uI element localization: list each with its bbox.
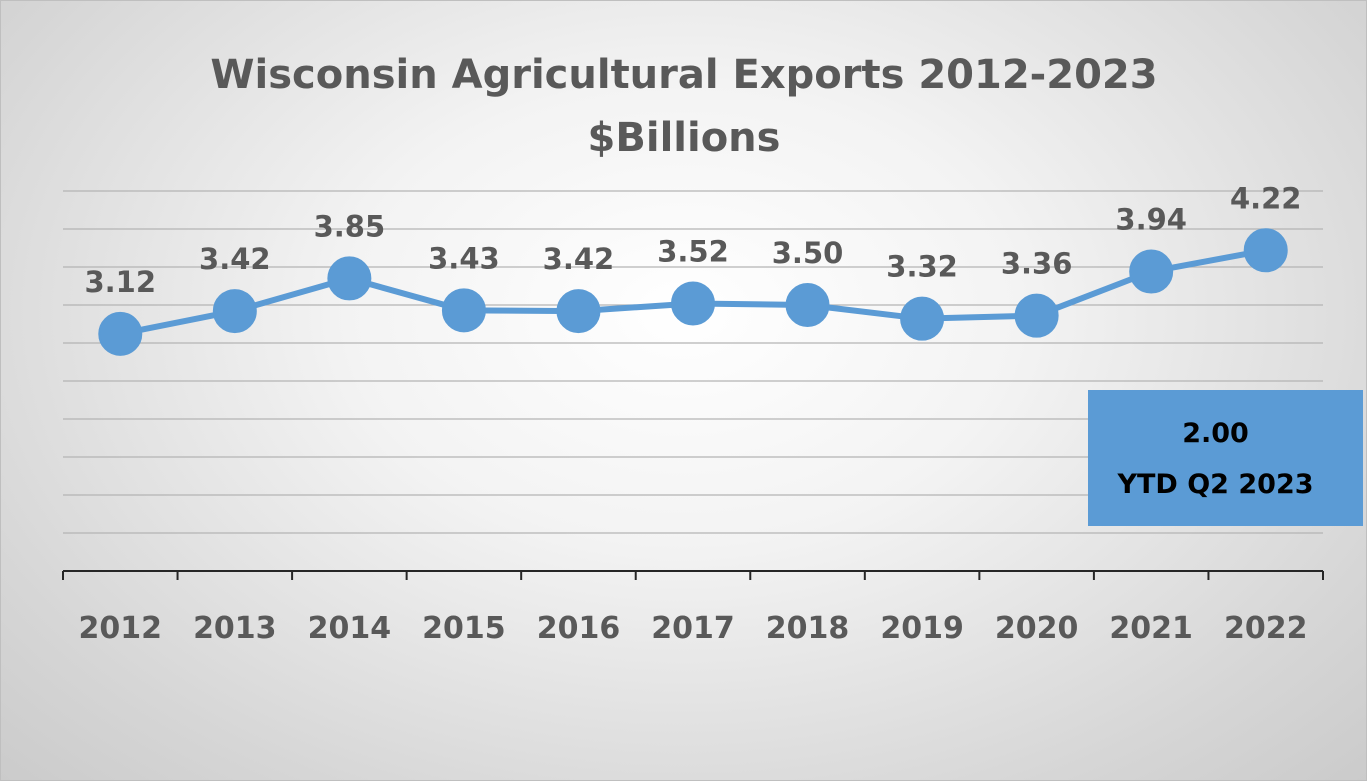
chart-title: Wisconsin Agricultural Exports 2012-2023 [210,52,1157,98]
data-label: 3.42 [543,242,615,276]
x-tick-label: 2012 [79,611,163,646]
callout-label: YTD Q2 2023 [1116,469,1313,500]
data-label: 3.85 [314,209,386,243]
data-label: 3.12 [84,265,156,299]
data-point [1014,293,1059,338]
data-label: 3.94 [1115,203,1187,237]
data-label: 3.36 [1001,247,1073,281]
callout-value: 2.00 [1182,418,1249,449]
x-tick-label: 2015 [422,611,506,646]
data-point [1129,249,1174,294]
x-tick-label: 2019 [880,611,964,646]
data-label: 3.50 [772,236,844,270]
data-point [556,289,601,334]
data-label: 3.42 [199,242,271,276]
data-point [671,281,715,326]
data-point [98,311,143,356]
x-tick-label: 2016 [537,611,621,646]
data-point [1243,228,1288,273]
data-point [785,283,830,327]
x-tick-label: 2021 [1109,611,1193,646]
ytd-callout: 2.00 YTD Q2 2023 [1088,390,1363,526]
callout-box [1088,390,1363,526]
gridlines [63,190,1323,534]
x-axis [62,570,1324,580]
x-tick-labels: 2012 2013 2014 2015 2016 2017 2018 2019 2020 2021… [79,611,1308,646]
data-point [327,256,372,301]
data-labels: 3.12 3.42 3.85 3.43 3.42 3.52 3.50 3.32 3.36 3.94… [84,181,1301,299]
x-tick-label: 2014 [308,611,392,646]
chart-subtitle: $Billions [588,115,781,161]
x-tick-label: 2022 [1224,611,1308,646]
data-label: 4.22 [1230,181,1302,215]
data-point [900,296,945,341]
data-label: 3.52 [657,234,729,268]
data-points [98,228,1288,356]
data-label: 3.43 [428,241,500,275]
data-point [441,288,486,333]
data-label: 3.32 [886,250,958,284]
data-point [212,289,257,334]
x-tick-label: 2018 [766,611,850,646]
x-tick-label: 2017 [651,611,735,646]
x-tick-label: 2013 [193,611,277,646]
x-tick-label: 2020 [995,611,1079,646]
